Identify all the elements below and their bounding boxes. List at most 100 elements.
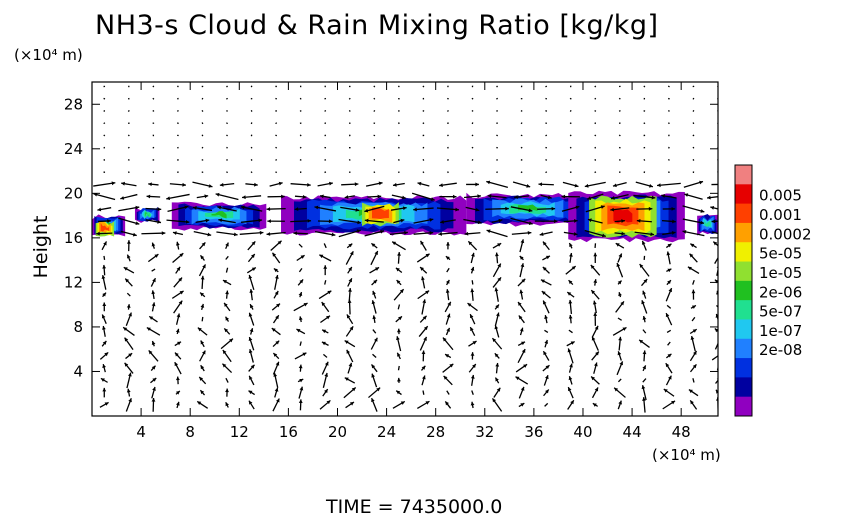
wind-vector bbox=[151, 268, 156, 272]
wind-arrowhead bbox=[377, 194, 382, 199]
wind-arrowhead bbox=[275, 398, 280, 403]
wind-arrowhead bbox=[128, 353, 133, 357]
wind-arrowhead bbox=[132, 232, 137, 237]
wind-vector bbox=[569, 134, 572, 137]
wind-arrowhead bbox=[104, 402, 109, 406]
wind-arrowhead bbox=[126, 240, 131, 244]
wind-vector bbox=[348, 97, 351, 100]
wind-vector bbox=[103, 134, 106, 137]
wind-vector bbox=[617, 317, 622, 321]
wind-arrowhead bbox=[682, 230, 687, 234]
wind-arrowhead bbox=[378, 181, 383, 186]
wind-arrowhead bbox=[251, 241, 256, 246]
wind-arrowhead bbox=[569, 363, 573, 368]
wind-arrowhead bbox=[348, 288, 352, 292]
wind-vector bbox=[348, 109, 351, 112]
x-tick-label: 12 bbox=[230, 423, 249, 441]
wind-arrowhead bbox=[242, 195, 246, 200]
wind-arrowhead bbox=[371, 373, 375, 378]
wind-arrowhead bbox=[692, 329, 697, 333]
wind-arrowhead bbox=[591, 336, 596, 341]
wind-arrowhead bbox=[273, 268, 278, 273]
wind-vector bbox=[225, 377, 229, 383]
wind-vector bbox=[691, 316, 696, 322]
cloud-core-1-4 bbox=[613, 209, 633, 224]
wind-arrowhead bbox=[302, 352, 307, 357]
wind-vector bbox=[226, 97, 228, 100]
legend-swatch bbox=[735, 338, 752, 359]
wind-arrowhead bbox=[200, 365, 205, 370]
wind-arrowhead bbox=[421, 350, 426, 355]
wind-vector bbox=[471, 109, 474, 112]
wind-arrowhead bbox=[610, 207, 615, 212]
wind-arrowhead bbox=[687, 266, 692, 271]
wind-vector bbox=[201, 97, 204, 100]
wind-arrowhead bbox=[584, 183, 589, 188]
wind-vector bbox=[201, 146, 204, 149]
legend-swatch bbox=[735, 377, 752, 398]
wind-arrowhead bbox=[102, 325, 106, 330]
wind-arrowhead bbox=[574, 218, 578, 223]
wind-vector bbox=[422, 122, 425, 125]
wind-arrowhead bbox=[348, 278, 352, 283]
wind-vector bbox=[667, 341, 671, 346]
wind-vector bbox=[323, 243, 327, 249]
wind-arrowhead bbox=[157, 207, 162, 212]
wind-arrowhead bbox=[639, 263, 644, 268]
wind-arrowhead bbox=[568, 280, 573, 285]
wind-arrowhead bbox=[271, 328, 276, 332]
wind-arrowhead bbox=[445, 401, 449, 406]
wind-arrowhead bbox=[470, 374, 475, 379]
wind-vector bbox=[510, 217, 533, 225]
wind-arrowhead bbox=[346, 349, 351, 354]
wind-arrowhead bbox=[125, 278, 130, 283]
wind-arrowhead bbox=[399, 289, 404, 294]
wind-vector bbox=[594, 109, 597, 112]
wind-arrowhead bbox=[250, 304, 254, 309]
wind-vector bbox=[643, 122, 646, 125]
wind-arrowhead bbox=[248, 349, 253, 354]
wind-vector bbox=[666, 304, 672, 309]
wind-arrowhead bbox=[248, 337, 253, 341]
wind-arrowhead bbox=[521, 341, 526, 346]
wind-arrowhead bbox=[371, 364, 376, 369]
wind-vector bbox=[569, 109, 572, 112]
wind-arrowhead bbox=[590, 264, 595, 269]
wind-vector bbox=[127, 134, 130, 137]
wind-arrowhead bbox=[364, 218, 369, 223]
wind-arrowhead bbox=[178, 300, 183, 305]
wind-arrowhead bbox=[711, 219, 716, 224]
wind-arrowhead bbox=[276, 303, 280, 308]
wind-vector bbox=[510, 206, 533, 212]
wind-vector bbox=[250, 171, 253, 174]
wind-vector bbox=[716, 267, 718, 276]
wind-arrowhead bbox=[392, 182, 397, 187]
wind-arrowhead bbox=[202, 264, 206, 269]
legend-frame bbox=[734, 164, 753, 417]
wind-arrowhead bbox=[617, 280, 622, 285]
wind-arrowhead bbox=[298, 364, 303, 369]
wind-arrowhead bbox=[569, 253, 573, 257]
wind-arrowhead bbox=[396, 328, 401, 333]
wind-arrowhead bbox=[396, 336, 400, 341]
wind-vector bbox=[471, 146, 474, 149]
wind-arrowhead bbox=[344, 195, 349, 199]
wind-arrowhead bbox=[540, 279, 545, 284]
wind-arrowhead bbox=[667, 243, 672, 248]
x-tick-label: 44 bbox=[623, 423, 642, 441]
wind-arrowhead bbox=[421, 365, 426, 370]
wind-arrowhead bbox=[151, 398, 156, 402]
wind-arrowhead bbox=[668, 375, 672, 380]
wind-arrowhead bbox=[176, 313, 181, 318]
wind-arrowhead bbox=[592, 403, 597, 407]
legend-swatch bbox=[735, 261, 752, 282]
wind-arrowhead bbox=[544, 375, 549, 380]
wind-arrowhead bbox=[97, 207, 102, 212]
wind-vector bbox=[642, 329, 647, 334]
wind-arrowhead bbox=[618, 292, 622, 297]
wind-arrowhead bbox=[201, 242, 206, 247]
legend-swatch bbox=[735, 358, 752, 378]
wind-arrowhead bbox=[594, 362, 598, 367]
wind-arrowhead bbox=[348, 243, 353, 248]
